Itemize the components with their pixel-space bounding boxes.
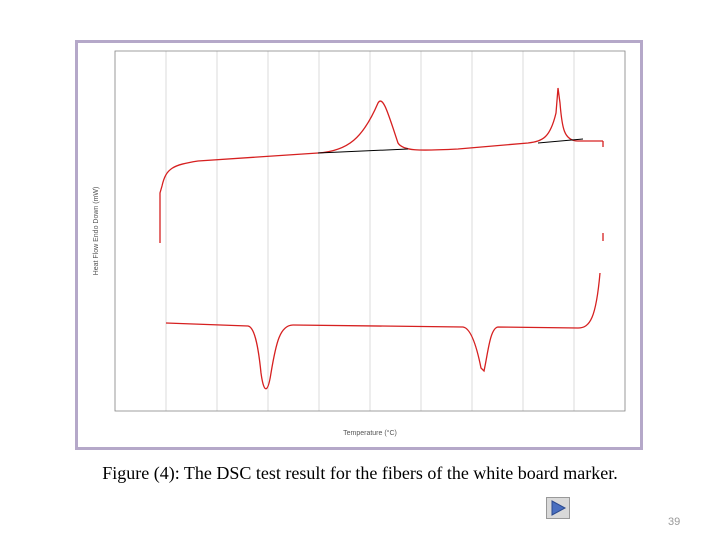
plot-border [114, 50, 626, 412]
cooling-curve [165, 272, 601, 390]
play-button[interactable] [546, 497, 570, 519]
heating-curve [159, 87, 603, 243]
baseline [317, 148, 409, 154]
dsc-chart: Temperature (°C) Heat Flow Endo Down (mW… [93, 50, 626, 437]
page-number: 39 [668, 516, 681, 528]
chart-frame: Temperature (°C) Heat Flow Endo Down (mW… [75, 40, 643, 450]
grid [114, 51, 626, 411]
play-icon [551, 500, 567, 516]
baseline [537, 138, 584, 144]
caption: Figure (4): The DSC test result for the … [102, 463, 618, 483]
y-axis-label: Heat Flow Endo Down (mW) [93, 187, 100, 276]
x-axis-label: Temperature (°C) [343, 429, 397, 437]
